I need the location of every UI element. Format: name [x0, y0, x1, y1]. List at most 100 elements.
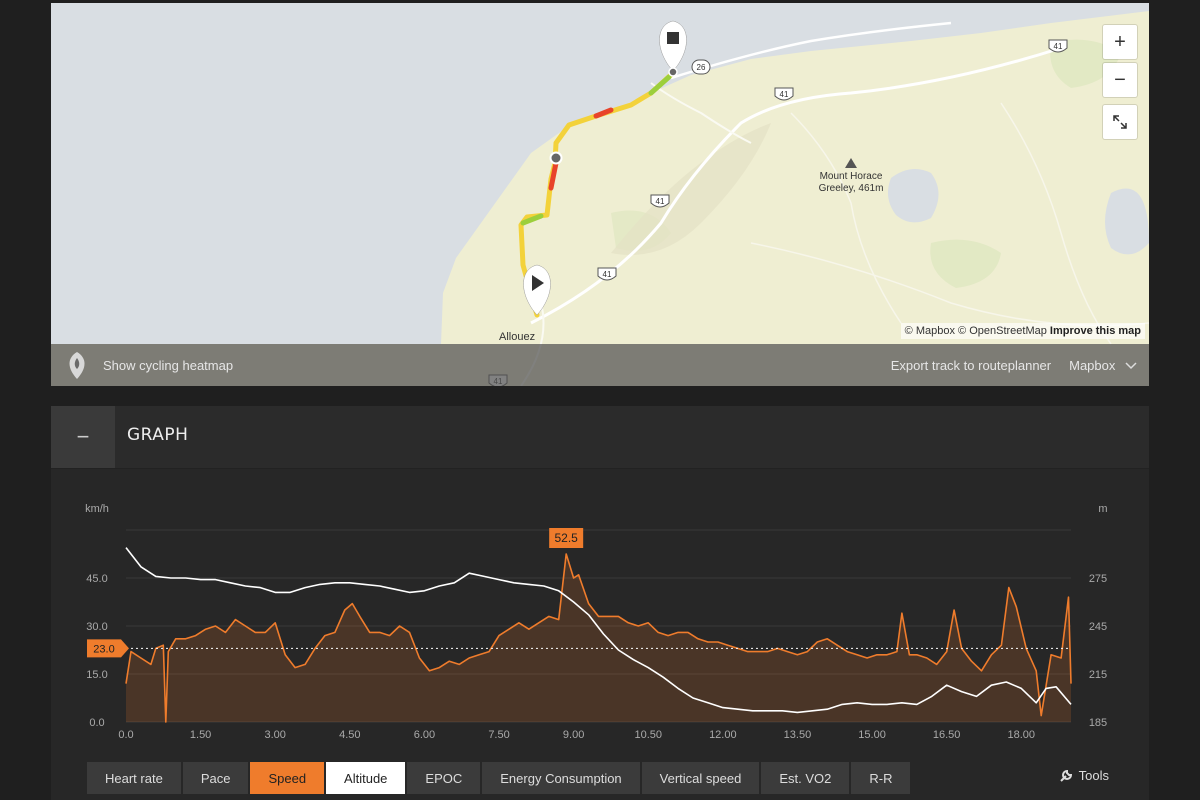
graph-header: − GRAPH	[51, 406, 1149, 469]
x-tick-label: 13.50	[784, 729, 812, 741]
y-right-tick-label: 275	[1089, 573, 1107, 585]
heatmap-pin-icon	[69, 352, 85, 379]
highway-shield-icon: 41	[650, 194, 670, 208]
speed-line	[125, 553, 1072, 723]
highway-41	[530, 46, 1062, 325]
tab-pace[interactable]: Pace	[182, 762, 249, 794]
y-left-tick-label: 30.0	[86, 621, 107, 633]
highway-shield-icon: 41	[774, 87, 794, 101]
start-marker	[523, 264, 551, 316]
graph-panel: − GRAPH 0.0 1.50 3.00 4.50 6.00 7.50 9.00 10.50…	[51, 406, 1149, 800]
road	[650, 82, 752, 144]
y-left-tick-label: 0.0	[89, 717, 104, 729]
x-tick-label: 3.00	[264, 729, 285, 741]
collapse-button[interactable]: −	[51, 406, 115, 468]
export-route-link[interactable]: Export track to routeplanner	[890, 357, 1052, 373]
x-axis-ticks: 0.0 1.50 3.00 4.50 6.00 7.50 9.00 10.50 12.00 13.…	[118, 729, 1035, 741]
svg-text:41: 41	[780, 90, 789, 99]
track-segment-red	[593, 107, 614, 119]
fullscreen-button[interactable]	[1103, 105, 1137, 139]
svg-text:41: 41	[603, 270, 612, 279]
chevron-down-icon	[1125, 361, 1137, 369]
tab-r-r[interactable]: R-R	[851, 762, 911, 794]
zoom-out-button[interactable]: −	[1103, 63, 1137, 97]
tab-vertical-speed[interactable]: Vertical speed	[641, 762, 760, 794]
right-axis-unit: m	[1098, 503, 1107, 515]
track-segment-red	[548, 160, 559, 191]
tools-label: Tools	[1078, 768, 1109, 783]
highway-shield-icon: 26	[691, 59, 711, 75]
highway-shield-icon: 41	[597, 267, 617, 281]
max-speed-tag: 52.5	[549, 528, 584, 548]
tab-energy-consumption[interactable]: Energy Consumption	[482, 762, 640, 794]
altitude-line	[125, 547, 1072, 714]
tab-heart-rate[interactable]: Heart rate	[87, 762, 181, 794]
tab-est-vo2[interactable]: Est. VO2	[761, 762, 850, 794]
tab-speed[interactable]: Speed	[250, 762, 325, 794]
x-tick-label: 0.0	[118, 729, 133, 741]
forest-patch	[930, 239, 1001, 288]
tab-epoc[interactable]: EPOC	[407, 762, 481, 794]
map-attribution: © Mapbox © OpenStreetMap Improve this ma…	[900, 323, 1145, 339]
map-style-label: Mapbox	[1069, 357, 1116, 373]
highway-26	[670, 21, 952, 80]
left-axis-unit: km/h	[85, 503, 109, 515]
tab-altitude[interactable]: Altitude	[326, 762, 406, 794]
road	[790, 112, 902, 324]
y-right-tick-label: 215	[1089, 669, 1107, 681]
inland-lake	[1105, 188, 1149, 255]
max-speed-label: 52.5	[554, 531, 578, 545]
mapbox-attribution-link[interactable]: © Mapbox	[904, 325, 955, 337]
road	[1000, 102, 1112, 345]
x-tick-label: 10.50	[634, 729, 662, 741]
svg-text:41: 41	[656, 197, 665, 206]
y-left-ticks: 0.0 15.0 30.0 45.0	[86, 573, 107, 729]
speed-area	[126, 554, 1071, 722]
highway-shield-icon: 41	[1048, 39, 1068, 53]
average-speed-tag: 23.0	[87, 639, 129, 658]
town-label: Allouez	[499, 331, 536, 343]
inland-lake	[887, 169, 939, 223]
x-tick-label: 4.50	[339, 729, 360, 741]
peak-label: Mount Horace Greeley, 461m	[818, 171, 884, 194]
track-segment-green	[520, 213, 544, 226]
zoom-in-button[interactable]: +	[1103, 25, 1137, 59]
expand-icon	[1113, 115, 1127, 129]
y-left-tick-label: 15.0	[86, 669, 107, 681]
osm-attribution-link[interactable]: © OpenStreetMap	[958, 325, 1047, 337]
map-tiles[interactable]	[51, 3, 1149, 386]
y-right-ticks: 185 215 245 275	[1089, 573, 1107, 729]
map-style-select[interactable]: Mapbox	[1069, 358, 1137, 373]
average-speed-label: 23.0	[93, 643, 114, 655]
x-tick-label: 18.00	[1007, 729, 1035, 741]
y-left-tick-label: 45.0	[86, 573, 107, 585]
improve-map-link[interactable]: Improve this map	[1049, 325, 1141, 337]
map-toolbar: Show cycling heatmap Export track to rou…	[51, 344, 1149, 386]
track-segment-green	[648, 74, 672, 96]
graph-title: GRAPH	[127, 425, 189, 445]
ridge-shade	[611, 123, 771, 255]
heatmap-toggle[interactable]: Show cycling heatmap	[65, 350, 233, 380]
x-tick-label: 7.50	[488, 729, 509, 741]
svg-text:41: 41	[1054, 42, 1063, 51]
wrench-icon	[1059, 769, 1072, 782]
svg-text:26: 26	[697, 63, 706, 72]
x-tick-label: 6.00	[414, 729, 435, 741]
waypoint-marker	[549, 151, 563, 165]
heatmap-label: Show cycling heatmap	[103, 357, 234, 373]
x-tick-label: 1.50	[190, 729, 211, 741]
x-tick-label: 16.50	[933, 729, 961, 741]
x-tick-label: 9.00	[563, 729, 584, 741]
finish-marker	[659, 20, 687, 77]
x-tick-label: 12.00	[709, 729, 737, 741]
tools-button[interactable]: Tools	[1059, 768, 1109, 783]
graph-tabs: Heart rate Pace Speed Altitude EPOC Ener…	[87, 762, 911, 794]
x-tick-label: 15.00	[858, 729, 886, 741]
y-right-tick-label: 245	[1089, 621, 1107, 633]
graph-chart[interactable]: 0.0 1.50 3.00 4.50 6.00 7.50 9.00 10.50 12.00 13.…	[51, 468, 1149, 760]
chart-grid	[126, 529, 1071, 723]
peak-icon	[845, 158, 857, 168]
lake-water	[51, 3, 1149, 344]
y-right-tick-label: 185	[1089, 717, 1107, 729]
route-map[interactable]: Mount Horace Greeley, 461m Allouez 41 26…	[51, 3, 1149, 386]
